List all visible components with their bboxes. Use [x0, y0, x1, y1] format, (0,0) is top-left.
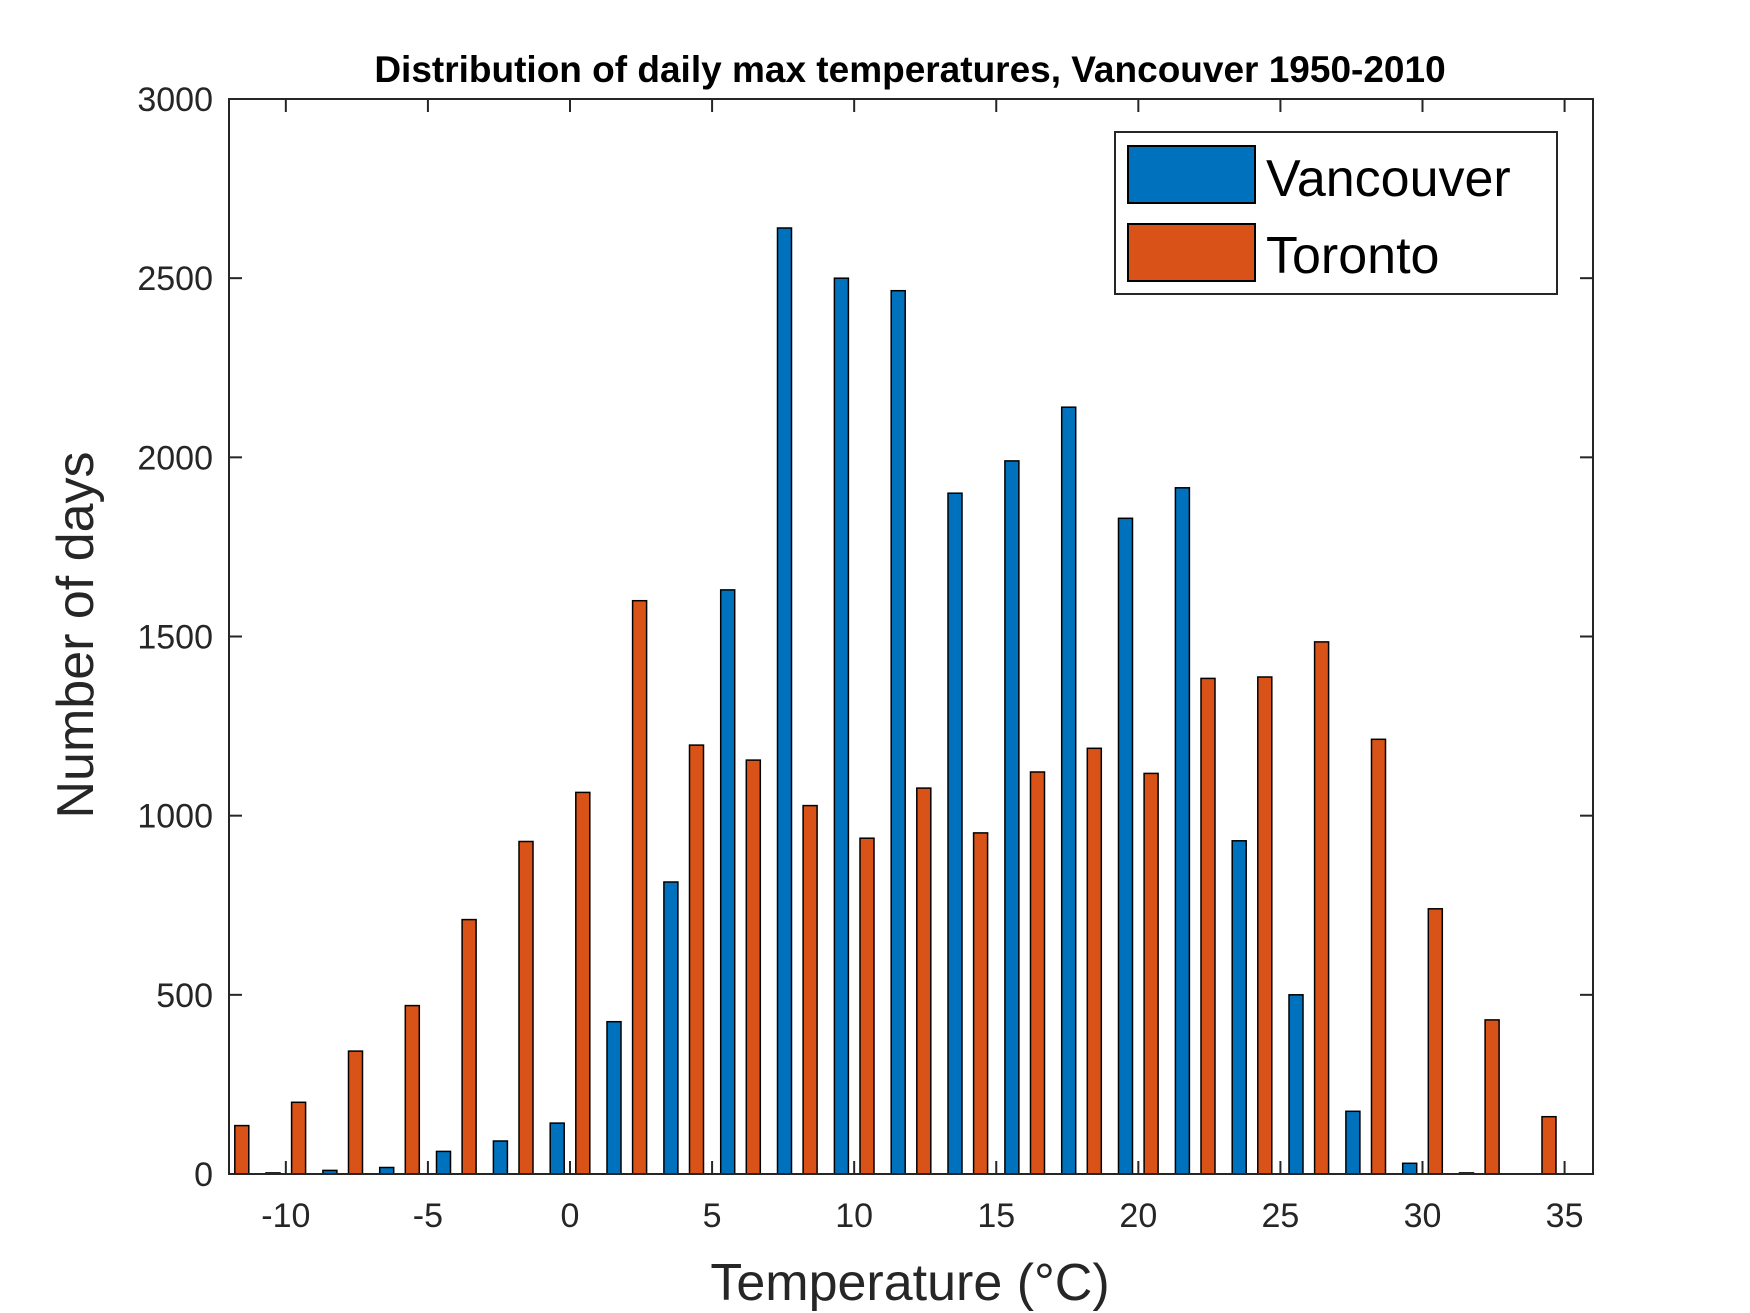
x-tick-label: 35: [1546, 1197, 1584, 1235]
y-tick-label: 0: [194, 1156, 213, 1194]
bar-vancouver-15: [1060, 406, 1077, 1174]
bar-toronto-9: [745, 759, 762, 1174]
bar-toronto-0: [234, 1124, 250, 1174]
x-tick-labels: -10 -5 0 5 10 15 20 25 30 35: [261, 1197, 1583, 1235]
bar-toronto-13: [972, 832, 989, 1174]
legend: Vancouver Toronto: [1114, 131, 1558, 295]
bar-vancouver-12: [890, 289, 906, 1174]
bar-toronto-15: [1086, 747, 1103, 1174]
bar-vancouver-8: [663, 881, 679, 1174]
y-tick-label: 2000: [137, 439, 213, 477]
y-tick-label: 1000: [137, 798, 213, 836]
x-tick-label: -10: [261, 1197, 310, 1235]
bar-vancouver-17: [1174, 487, 1191, 1174]
bar-vancouver-16: [1117, 517, 1134, 1174]
x-tick-label: 30: [1404, 1197, 1442, 1235]
legend-swatch-toronto: [1127, 223, 1256, 282]
bar-toronto-21: [1427, 908, 1444, 1174]
y-axis-title: Number of days: [47, 451, 105, 818]
bar-vancouver-9: [719, 589, 736, 1174]
legend-label-toronto: Toronto: [1266, 227, 1439, 285]
bar-vancouver-3: [378, 1166, 395, 1174]
bar-toronto-23: [1541, 1115, 1557, 1174]
bar-toronto-19: [1313, 641, 1330, 1174]
x-tick-label: 20: [1119, 1197, 1157, 1235]
bar-vancouver-2: [322, 1169, 338, 1174]
x-axis-title: Temperature (°C): [710, 1254, 1109, 1312]
bar-toronto-20: [1370, 738, 1387, 1174]
bar-vancouver-4: [435, 1150, 452, 1174]
y-tick-label: 3000: [137, 81, 213, 119]
bar-toronto-18: [1257, 676, 1273, 1174]
bar-toronto-1: [290, 1101, 307, 1174]
bar-vancouver-20: [1345, 1110, 1361, 1174]
bar-toronto-16: [1143, 772, 1159, 1174]
y-tick-label: 2500: [137, 260, 213, 298]
bar-vancouver-13: [947, 492, 963, 1174]
bar-vancouver-19: [1288, 994, 1304, 1174]
legend-swatch-vancouver: [1127, 145, 1256, 204]
bar-toronto-14: [1029, 771, 1046, 1174]
bar-vancouver-21: [1401, 1162, 1418, 1174]
y-tick-label: 500: [156, 977, 213, 1015]
bar-vancouver-5: [492, 1140, 509, 1174]
bar-vancouver-11: [833, 277, 850, 1174]
x-tick-label: 15: [977, 1197, 1015, 1235]
y-tick-labels: 0 500 1000 1500 2000 2500 3000: [137, 81, 213, 1194]
chart-title: Distribution of daily max temperatures, …: [374, 49, 1445, 90]
bar-vancouver-14: [1004, 460, 1020, 1174]
bar-toronto-6: [575, 791, 591, 1174]
bar-vancouver-7: [606, 1020, 622, 1174]
bar-toronto-10: [802, 804, 818, 1174]
bar-toronto-3: [404, 1004, 421, 1174]
bar-vancouver-18: [1231, 840, 1247, 1174]
plot-frame: [228, 98, 1594, 1175]
x-tick-label: 10: [835, 1197, 873, 1235]
bar-vancouver-10: [776, 227, 793, 1174]
x-tick-label: 5: [703, 1197, 722, 1235]
bar-toronto-8: [688, 744, 705, 1174]
bar-toronto-7: [631, 599, 648, 1174]
bar-toronto-2: [347, 1050, 364, 1174]
bar-vancouver-6: [549, 1122, 565, 1174]
legend-label-vancouver: Vancouver: [1266, 150, 1511, 208]
bar-toronto-5: [518, 840, 534, 1174]
bar-toronto-4: [461, 918, 477, 1174]
x-tick-label: 25: [1262, 1197, 1300, 1235]
x-tick-label: -5: [413, 1197, 443, 1235]
bar-toronto-11: [859, 837, 875, 1174]
bars-group: [234, 227, 1557, 1174]
x-tick-label: 0: [561, 1197, 580, 1235]
y-tick-label: 1500: [137, 619, 213, 657]
bar-toronto-17: [1200, 677, 1216, 1174]
bar-toronto-12: [916, 787, 932, 1174]
bar-toronto-22: [1484, 1019, 1500, 1174]
